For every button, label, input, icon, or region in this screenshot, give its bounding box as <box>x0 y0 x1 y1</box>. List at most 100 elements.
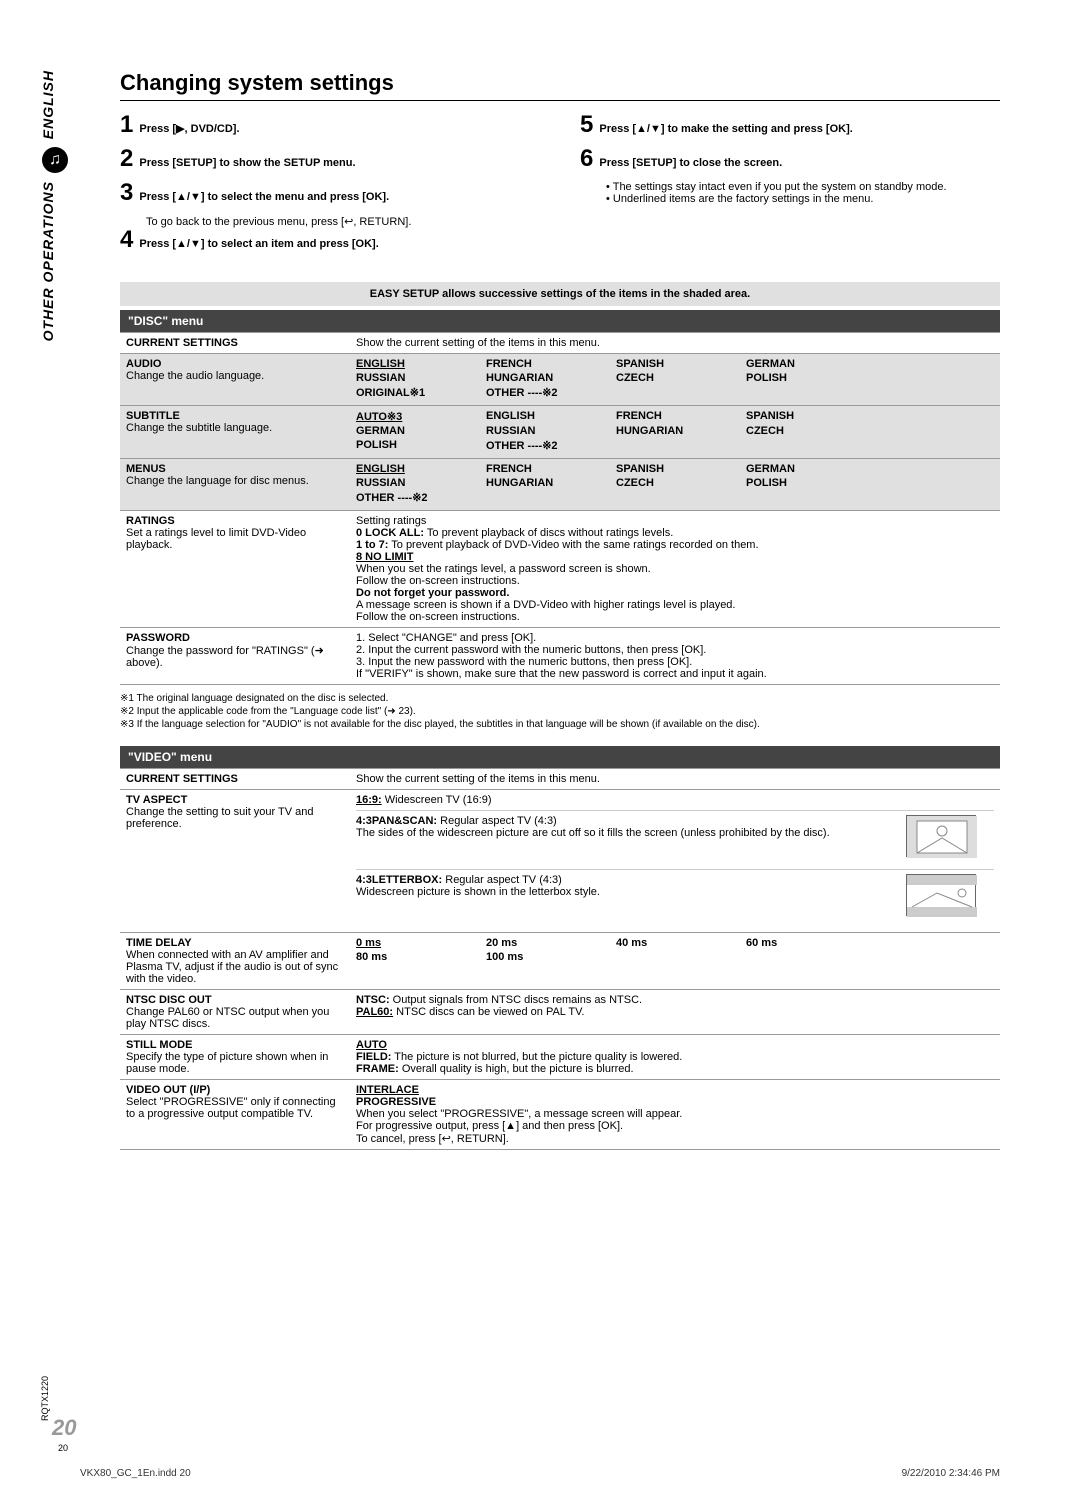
option: GERMAN <box>356 425 486 437</box>
option: OTHER ----※2 <box>486 439 616 452</box>
option: RUSSIAN <box>356 372 486 384</box>
sidebar-language: ENGLISH <box>40 70 56 139</box>
row-title: PASSWORD <box>126 632 190 644</box>
table-row: RATINGSSet a ratings level to limit DVD-… <box>120 511 1000 628</box>
sidebar: ENGLISH ♫ OTHER OPERATIONS <box>40 70 70 350</box>
table-row: TV ASPECTChange the setting to suit your… <box>120 790 1000 933</box>
table-row: AUDIOChange the audio language. ENGLISHFR… <box>120 354 1000 406</box>
row-title: SUBTITLE <box>126 410 180 422</box>
row-title: RATINGS <box>126 515 175 527</box>
step-text: Press [▲/▼] to select an item and press … <box>139 238 378 250</box>
row-desc: Change the password for "RATINGS" (➜ abo… <box>126 645 324 669</box>
step-text: Press [▶, DVD/CD]. <box>139 122 239 135</box>
table-row: CURRENT SETTINGSShow the current setting… <box>120 333 1000 354</box>
disc-menu-header: "DISC" menu <box>120 310 1000 332</box>
option: 40 ms <box>616 937 746 949</box>
row-body: 1. Select "CHANGE" and press [OK].2. Inp… <box>350 628 1000 685</box>
row-body: INTERLACEPROGRESSIVEWhen you select "PRO… <box>350 1080 1000 1150</box>
table-row: MENUSChange the language for disc menus.… <box>120 459 1000 511</box>
option: ORIGINAL※1 <box>356 386 486 399</box>
option: 60 ms <box>746 937 876 949</box>
row-body: AUTOFIELD: The picture is not blurred, b… <box>350 1035 1000 1080</box>
option: RUSSIAN <box>356 477 486 489</box>
row-title: STILL MODE <box>126 1039 192 1051</box>
table-row: VIDEO OUT (I/P)Select "PROGRESSIVE" only… <box>120 1080 1000 1150</box>
video-menu-header: "VIDEO" menu <box>120 746 1000 768</box>
note-item: Underlined items are the factory setting… <box>606 193 1000 205</box>
row-desc: Change PAL60 or NTSC output when you pla… <box>126 1006 329 1030</box>
step-number: 4 <box>120 228 133 252</box>
option: GERMAN <box>746 463 876 475</box>
row-desc: Change the audio language. <box>126 370 264 382</box>
page-content: Changing system settings 1 Press [▶, DVD/… <box>40 0 1080 1198</box>
disc-menu-table: CURRENT SETTINGSShow the current setting… <box>120 332 1000 685</box>
option: GERMAN <box>746 358 876 370</box>
row-body: 0 ms20 ms40 ms60 ms80 ms100 ms <box>350 933 1000 990</box>
step-text: Press [▲/▼] to select the menu and press… <box>139 191 389 203</box>
option: 100 ms <box>486 951 616 963</box>
letterbox-diagram <box>906 874 976 916</box>
option: FRENCH <box>486 358 616 370</box>
option: HUNGARIAN <box>486 372 616 384</box>
doc-code: RQTX1220 <box>40 1376 50 1421</box>
row-title: TIME DELAY <box>126 937 192 949</box>
option: 0 ms <box>356 937 486 949</box>
option: ENGLISH <box>486 410 616 423</box>
row-desc: Select "PROGRESSIVE" only if connecting … <box>126 1096 336 1120</box>
option: SPANISH <box>616 463 746 475</box>
table-row: STILL MODESpecify the type of picture sh… <box>120 1035 1000 1080</box>
option: FRENCH <box>616 410 746 423</box>
option: HUNGARIAN <box>486 477 616 489</box>
row-body: 16:9: Widescreen TV (16:9) 4:3PAN&SCAN: … <box>350 790 1000 933</box>
table-row: PASSWORDChange the password for "RATINGS… <box>120 628 1000 685</box>
table-row: SUBTITLEChange the subtitle language.AUT… <box>120 406 1000 459</box>
video-menu-table: CURRENT SETTINGSShow the current setting… <box>120 768 1000 1150</box>
footer: VKX80_GC_1En.indd 20 9/22/2010 2:34:46 P… <box>80 1468 1000 1479</box>
row-title: AUDIO <box>126 358 161 370</box>
step-number: 1 <box>120 113 133 137</box>
row-body: ENGLISHFRENCHSPANISHGERMANRUSSIANHUNGARI… <box>350 354 1000 406</box>
row-body: ENGLISHFRENCHSPANISHGERMANRUSSIANHUNGARI… <box>350 459 1000 511</box>
note-item: The settings stay intact even if you put… <box>606 181 1000 193</box>
row-body: Show the current setting of the items in… <box>350 333 1000 354</box>
step-subtext: To go back to the previous menu, press [… <box>146 215 540 228</box>
step-number: 2 <box>120 147 133 171</box>
option: POLISH <box>746 477 876 489</box>
row-body: Show the current setting of the items in… <box>350 769 1000 790</box>
row-desc: Change the language for disc menus. <box>126 475 309 487</box>
row-title: VIDEO OUT (I/P) <box>126 1084 210 1096</box>
step-number: 5 <box>580 113 593 137</box>
option: ENGLISH <box>356 358 486 370</box>
row-body: Setting ratings0 LOCK ALL: To prevent pl… <box>350 511 1000 628</box>
option: SPANISH <box>746 410 876 423</box>
table-row: CURRENT SETTINGSShow the current setting… <box>120 769 1000 790</box>
page-title: Changing system settings <box>120 70 1000 101</box>
row-desc: Specify the type of picture shown when i… <box>126 1051 328 1075</box>
easy-setup-bar: EASY SETUP allows successive settings of… <box>120 282 1000 306</box>
row-title: NTSC DISC OUT <box>126 994 212 1006</box>
option: OTHER ----※2 <box>356 491 486 504</box>
steps-container: 1Press [▶, DVD/CD].2Press [SETUP] to sho… <box>120 113 1000 262</box>
steps-left: 1Press [▶, DVD/CD].2Press [SETUP] to sho… <box>120 113 540 262</box>
page-number: 20 <box>52 1415 76 1441</box>
footnotes: ※1 The original language designated on t… <box>120 693 1000 730</box>
sidebar-section-label: OTHER OPERATIONS <box>40 181 56 341</box>
footnote: ※3 If the language selection for "AUDIO"… <box>120 719 1000 730</box>
option: CZECH <box>746 425 876 437</box>
table-row: NTSC DISC OUTChange PAL60 or NTSC output… <box>120 990 1000 1035</box>
steps-right: 5Press [▲/▼] to make the setting and pre… <box>580 113 1000 262</box>
option: ENGLISH <box>356 463 486 475</box>
option: CZECH <box>616 477 746 489</box>
option: POLISH <box>356 439 486 452</box>
footer-right: 9/22/2010 2:34:46 PM <box>902 1468 1000 1479</box>
footer-left: VKX80_GC_1En.indd 20 <box>80 1468 191 1479</box>
step-text: Press [SETUP] to close the screen. <box>599 157 782 169</box>
option: POLISH <box>746 372 876 384</box>
option: CZECH <box>616 372 746 384</box>
row-desc: Set a ratings level to limit DVD-Video p… <box>126 527 306 551</box>
table-row: TIME DELAYWhen connected with an AV ampl… <box>120 933 1000 990</box>
notes-list: The settings stay intact even if you put… <box>606 181 1000 205</box>
row-desc: When connected with an AV amplifier and … <box>126 949 338 985</box>
option: RUSSIAN <box>486 425 616 437</box>
row-body: NTSC: Output signals from NTSC discs rem… <box>350 990 1000 1035</box>
